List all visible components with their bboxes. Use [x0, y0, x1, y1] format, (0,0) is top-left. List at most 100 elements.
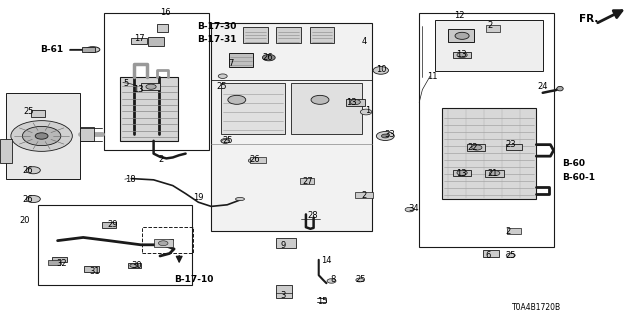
Bar: [507, 228, 521, 234]
Text: 9: 9: [280, 241, 285, 250]
Text: 7: 7: [228, 60, 233, 68]
Text: 3: 3: [280, 291, 285, 300]
Text: 26: 26: [22, 195, 33, 204]
Ellipse shape: [26, 196, 40, 203]
Text: B-17-30: B-17-30: [197, 22, 237, 31]
Text: FR.: FR.: [579, 14, 598, 24]
Ellipse shape: [218, 74, 227, 78]
Bar: [120, 77, 178, 141]
Ellipse shape: [350, 100, 360, 105]
Bar: [142, 227, 193, 253]
Text: 25: 25: [223, 136, 233, 145]
Circle shape: [373, 67, 388, 74]
Text: 22: 22: [467, 143, 477, 152]
Text: 13: 13: [133, 85, 144, 94]
Text: 15: 15: [317, 297, 327, 306]
Bar: [485, 170, 504, 177]
Bar: [157, 24, 168, 32]
Text: 27: 27: [302, 177, 313, 186]
Text: 24: 24: [538, 82, 548, 91]
Text: 25: 25: [216, 82, 227, 91]
Text: 2: 2: [488, 21, 493, 30]
Text: 25: 25: [24, 107, 34, 116]
Text: B-61: B-61: [40, 45, 63, 54]
Bar: [419, 13, 554, 247]
Bar: [38, 205, 192, 285]
Text: 13: 13: [346, 98, 356, 107]
Bar: [82, 47, 95, 52]
Bar: [355, 192, 373, 198]
Circle shape: [262, 54, 275, 61]
Bar: [6, 93, 80, 179]
Bar: [128, 263, 141, 268]
Text: 4: 4: [362, 37, 367, 46]
Bar: [276, 27, 301, 43]
Bar: [80, 127, 94, 141]
Ellipse shape: [221, 139, 230, 143]
Bar: [453, 52, 471, 58]
Text: 2: 2: [506, 227, 511, 236]
Text: 13: 13: [456, 169, 467, 178]
Text: 5: 5: [123, 79, 128, 88]
Ellipse shape: [146, 84, 156, 89]
Text: 6: 6: [485, 251, 490, 260]
Ellipse shape: [405, 207, 414, 212]
Bar: [229, 53, 253, 67]
Circle shape: [35, 133, 48, 139]
Text: 14: 14: [321, 256, 332, 265]
Bar: [486, 25, 500, 32]
Bar: [31, 110, 45, 117]
Bar: [0, 139, 12, 163]
Text: B-17-10: B-17-10: [174, 275, 214, 284]
Text: 26: 26: [262, 53, 273, 62]
Ellipse shape: [327, 279, 336, 283]
Bar: [48, 260, 60, 265]
Bar: [104, 13, 209, 150]
Bar: [300, 178, 314, 184]
Text: 34: 34: [408, 204, 419, 213]
Text: 10: 10: [376, 65, 387, 74]
Text: 16: 16: [160, 8, 170, 17]
Text: 2: 2: [159, 156, 164, 164]
Text: 33: 33: [384, 130, 395, 139]
Text: B-60: B-60: [562, 159, 585, 168]
Ellipse shape: [457, 170, 467, 175]
Ellipse shape: [311, 95, 329, 104]
Text: 23: 23: [506, 140, 516, 149]
Circle shape: [11, 121, 72, 151]
Circle shape: [22, 126, 61, 146]
Text: 21: 21: [488, 169, 498, 178]
Bar: [506, 144, 522, 150]
Ellipse shape: [228, 95, 246, 104]
Text: 29: 29: [108, 220, 118, 229]
Bar: [243, 27, 268, 43]
Ellipse shape: [236, 197, 244, 201]
Text: 25: 25: [506, 251, 516, 260]
Ellipse shape: [221, 140, 229, 143]
Ellipse shape: [472, 145, 482, 150]
Bar: [291, 83, 362, 134]
Bar: [467, 144, 485, 151]
Bar: [276, 238, 296, 248]
Text: 26: 26: [22, 166, 33, 175]
Ellipse shape: [248, 158, 257, 163]
Ellipse shape: [356, 278, 364, 282]
Bar: [148, 37, 164, 46]
Bar: [346, 99, 365, 106]
Circle shape: [376, 132, 394, 140]
Bar: [84, 266, 99, 272]
Ellipse shape: [557, 86, 563, 91]
Ellipse shape: [457, 52, 467, 58]
Text: 28: 28: [307, 211, 318, 220]
Text: 13: 13: [456, 50, 467, 59]
Ellipse shape: [455, 32, 469, 39]
Bar: [483, 250, 499, 257]
Bar: [310, 27, 334, 43]
Bar: [250, 157, 266, 163]
Text: 31: 31: [90, 268, 100, 276]
Text: B-17-31: B-17-31: [197, 36, 237, 44]
Text: 8: 8: [330, 276, 335, 284]
Bar: [221, 83, 285, 134]
Ellipse shape: [490, 171, 500, 176]
Text: 2: 2: [362, 191, 367, 200]
